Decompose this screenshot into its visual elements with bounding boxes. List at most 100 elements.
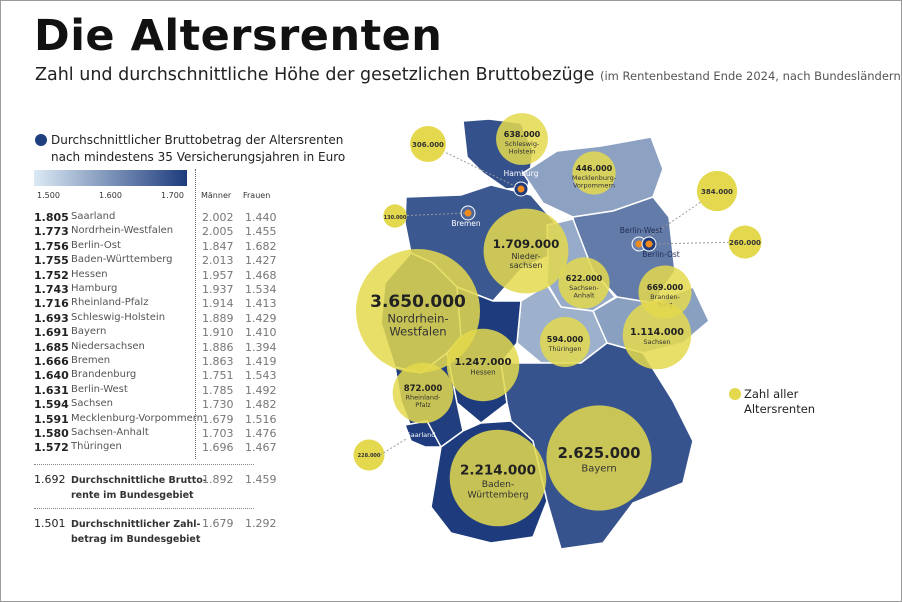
city-marker bbox=[635, 240, 643, 248]
state-label: Branden- bbox=[650, 293, 680, 301]
women-value: 1.419 bbox=[245, 355, 277, 368]
scale-tick: 1.700 bbox=[161, 191, 184, 200]
state-name: Brandenburg bbox=[71, 369, 137, 381]
state-label: Westfalen bbox=[389, 325, 446, 339]
state-label: Pfalz bbox=[415, 401, 431, 409]
count-bubble bbox=[622, 300, 692, 370]
divider bbox=[195, 169, 196, 459]
color-scale-bar bbox=[34, 170, 187, 186]
state-name: Niedersachsen bbox=[71, 340, 145, 352]
state-label: Württemberg bbox=[467, 490, 528, 501]
state-name: Bayern bbox=[71, 326, 107, 338]
count-label: 2.214.000 bbox=[460, 463, 536, 479]
women-value: 1.292 bbox=[245, 517, 277, 530]
state-label: Rheinland- bbox=[406, 394, 442, 402]
women-value: 1.440 bbox=[245, 211, 277, 224]
count-bubble bbox=[356, 249, 480, 373]
women-value: 1.455 bbox=[245, 225, 277, 239]
avg-value: 1.501 bbox=[34, 517, 66, 530]
city-marker bbox=[464, 209, 472, 217]
count-bubble bbox=[483, 208, 569, 294]
men-value: 1.957 bbox=[202, 268, 234, 282]
count-bubble bbox=[539, 316, 591, 368]
summary-label: Durchschnittliche Brutto-rente im Bundes… bbox=[71, 473, 207, 503]
state-name: Schleswig-Holstein bbox=[71, 311, 166, 323]
avg-value: 1.755 bbox=[34, 254, 69, 268]
men-value: 1.863 bbox=[202, 355, 234, 368]
women-value: 1.459 bbox=[245, 473, 277, 486]
state-name: Saarland bbox=[71, 211, 116, 222]
count-bubble bbox=[572, 151, 616, 195]
state-label: Holstein bbox=[509, 147, 536, 155]
state-label: Nordrhein- bbox=[387, 311, 448, 325]
women-value: 1.427 bbox=[245, 254, 277, 268]
table-row: 1.666 Bremen 1.863 1.419 bbox=[34, 355, 294, 370]
count-legend: Zahl aller Altersrenten bbox=[729, 387, 815, 417]
avg-value: 1.666 bbox=[34, 355, 69, 368]
men-value: 1.703 bbox=[202, 427, 234, 440]
count-label: 228.000 bbox=[358, 453, 381, 459]
state-label: Sachsen- bbox=[569, 284, 599, 292]
summary-row: 1.501 Durchschnittlicher Zahl-betrag im … bbox=[34, 517, 294, 549]
table-row: 1.631 Berlin-West 1.785 1.492 bbox=[34, 384, 294, 399]
state-label: sachsen bbox=[510, 261, 543, 270]
count-legend-dot-icon bbox=[729, 388, 741, 400]
table-row: 1.805 Saarland 2.002 1.440 bbox=[34, 211, 294, 226]
count-label: 1.247.000 bbox=[454, 357, 511, 368]
state-name: Rheinland-Pfalz bbox=[71, 297, 149, 309]
state-label: Sachsen bbox=[643, 338, 670, 346]
women-value: 1.534 bbox=[245, 283, 277, 296]
table-row: 1.591 Mecklenburg-Vorpommern 1.679 1.516 bbox=[34, 413, 294, 428]
scale-tick: 1.500 bbox=[37, 191, 60, 200]
count-label: 130.000 bbox=[384, 215, 407, 221]
men-value: 1.914 bbox=[202, 297, 234, 311]
women-value: 1.516 bbox=[245, 412, 277, 426]
count-label: 1.114.000 bbox=[630, 327, 684, 338]
women-value: 1.467 bbox=[245, 441, 277, 455]
avg-value: 1.631 bbox=[34, 383, 69, 397]
men-value: 1.910 bbox=[202, 326, 234, 340]
avg-value: 1.580 bbox=[34, 427, 69, 440]
table-row: 1.580 Sachsen-Anhalt 1.703 1.476 bbox=[34, 427, 294, 442]
men-value: 2.013 bbox=[202, 254, 234, 268]
count-bubble bbox=[392, 362, 454, 424]
table-row: 1.752 Hessen 1.957 1.468 bbox=[34, 269, 294, 284]
subtitle: Zahl und durchschnittliche Höhe der gese… bbox=[35, 65, 901, 85]
city-marker bbox=[517, 185, 525, 193]
avg-value: 1.685 bbox=[34, 340, 69, 354]
count-bubble bbox=[383, 204, 407, 228]
divider bbox=[34, 508, 254, 509]
city-label: Hamburg bbox=[504, 169, 539, 178]
summary-label-1: Durchschnittlicher Zahl- bbox=[71, 519, 201, 530]
summary-label-1: Durchschnittliche Brutto- bbox=[71, 475, 207, 486]
table-row: 1.572 Thüringen 1.696 1.467 bbox=[34, 441, 294, 456]
color-legend-title: Durchschnittlicher Bruttobetrag der Alte… bbox=[35, 132, 345, 166]
count-bubble bbox=[353, 439, 385, 471]
women-value: 1.394 bbox=[245, 340, 277, 354]
count-bubble bbox=[558, 257, 610, 309]
men-value: 2.005 bbox=[202, 225, 234, 239]
state-label: Bayern bbox=[581, 464, 616, 475]
table-row: 1.685 Niedersachsen 1.886 1.394 bbox=[34, 341, 294, 356]
city-label: Berlin-West bbox=[620, 226, 663, 235]
table-row: 1.640 Brandenburg 1.751 1.543 bbox=[34, 369, 294, 384]
state-name: Nordrhein-Westfalen bbox=[71, 225, 174, 237]
state-name: Hessen bbox=[71, 268, 108, 280]
men-value: 1.679 bbox=[202, 412, 234, 426]
state-label: Nieder- bbox=[511, 252, 540, 261]
legend-line-1: Durchschnittlicher Bruttobetrag der Alte… bbox=[51, 133, 344, 147]
state-name: Hamburg bbox=[71, 283, 118, 294]
avg-value: 1.692 bbox=[34, 473, 66, 486]
legend-dot-icon bbox=[35, 134, 47, 146]
avg-value: 1.716 bbox=[34, 297, 69, 311]
